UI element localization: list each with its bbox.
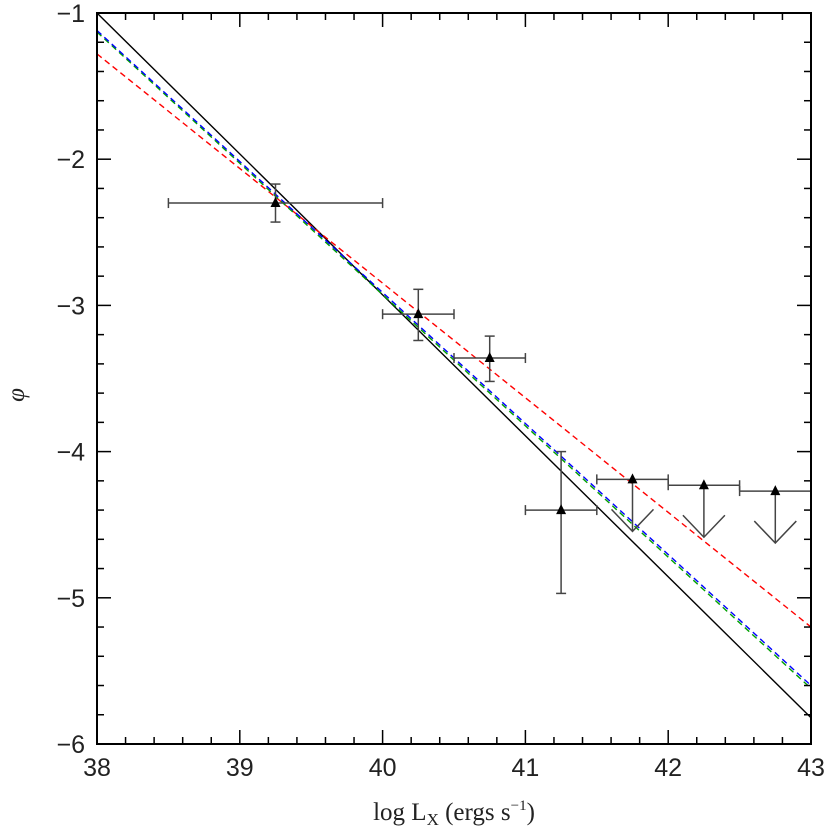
x-tick-label: 40 [369,754,397,782]
y-tick-label: −1 [56,0,85,28]
upper-limit-arrowhead [753,520,797,545]
fit-line-solid [97,13,811,719]
x-axis-label: log LX (ergs s−1) [373,798,535,829]
y-tick-labels: −6 −5 −4 −3 −2 −1 [56,0,85,759]
x-tick-label: 43 [797,754,825,782]
triangle-marker [270,197,281,208]
upper-limit-point [596,473,669,533]
y-tick-label: −2 [56,146,85,174]
x-tick-label: 42 [654,754,682,782]
data-point [381,288,455,342]
fit-line-dashed [97,53,811,628]
x-tick-label: 39 [226,754,254,782]
data-point [453,335,527,383]
upper-limit-point [667,479,741,539]
plot-frame [96,12,812,745]
y-tick-label: −5 [56,585,85,613]
triangle-marker [770,485,781,496]
upper-limit-arrowhead [610,508,655,533]
data-point [524,450,598,595]
upper-limit-point [738,485,812,545]
triangle-marker [556,504,567,515]
x-tick-labels: 38 39 40 41 42 43 [83,754,825,782]
y-tick-label: −6 [56,731,85,759]
triangle-marker [698,479,709,490]
plot-lines [97,13,811,719]
triangle-marker [627,473,638,484]
y-axis-label: φ [3,388,30,402]
upper-limit-arrowhead [682,514,726,539]
x-tick-label: 41 [511,754,539,782]
y-tick-label: −4 [56,439,85,467]
y-tick-label: −3 [56,292,85,320]
triangle-marker [484,352,495,363]
data-points [167,183,812,595]
data-point [167,183,384,223]
triangle-marker [413,308,424,319]
axis-ticks [96,12,812,745]
x-tick-label: 38 [83,754,111,782]
